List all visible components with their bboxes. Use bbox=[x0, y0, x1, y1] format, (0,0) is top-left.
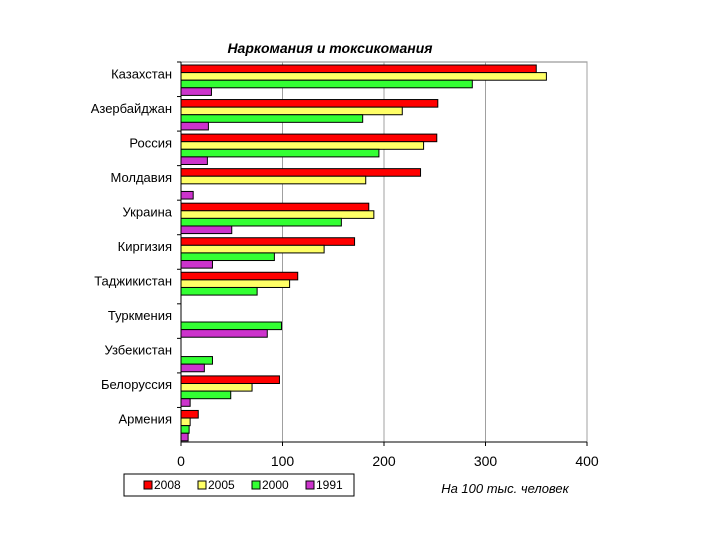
bar-2005-3 bbox=[180, 175, 367, 185]
x-tick-label-1: 100 bbox=[271, 453, 295, 469]
bar-1991-4 bbox=[180, 225, 233, 235]
bar-2008-2 bbox=[180, 133, 438, 143]
legend-box bbox=[123, 473, 355, 497]
bar-2008-6 bbox=[180, 271, 299, 281]
category-label-6: Таджикистан bbox=[94, 274, 172, 289]
chart-title: Наркомания и токсикомания bbox=[227, 40, 432, 56]
legend-swatch-2005 bbox=[197, 480, 207, 490]
bar-2000-0 bbox=[180, 79, 473, 89]
category-label-2: Россия bbox=[129, 135, 172, 150]
bar-2000-8 bbox=[180, 356, 213, 365]
bar-1991-5 bbox=[180, 260, 213, 269]
bar-2008-3 bbox=[180, 168, 422, 177]
bar-2008-4 bbox=[180, 202, 370, 212]
bar-2008-0 bbox=[180, 64, 537, 74]
category-label-8: Узбекистан bbox=[104, 343, 172, 358]
legend-label-2008: 2008 bbox=[154, 478, 181, 492]
category-label-9: Белоруссия bbox=[101, 377, 172, 392]
bar-2008-9 bbox=[180, 375, 280, 385]
category-label-4: Украина bbox=[123, 204, 173, 219]
bar-2005-6 bbox=[180, 279, 291, 288]
category-label-7: Туркмения bbox=[108, 308, 172, 323]
legend: 2008 2005 2000 1991 bbox=[123, 473, 355, 497]
x-tick-label-0: 0 bbox=[177, 453, 185, 469]
axes bbox=[177, 61, 588, 446]
bar-2000-2 bbox=[180, 148, 380, 158]
category-label-5: Киргизия bbox=[118, 239, 172, 254]
bar-2008-5 bbox=[180, 237, 356, 246]
legend-label-2005: 2005 bbox=[208, 478, 235, 492]
x-tick-label-2: 200 bbox=[372, 453, 396, 469]
bar-2000-6 bbox=[180, 286, 258, 296]
category-label-1: Азербайджан bbox=[91, 101, 172, 116]
legend-label-1991: 1991 bbox=[316, 478, 343, 492]
legend-label-2000: 2000 bbox=[262, 478, 289, 492]
legend-swatch-1991 bbox=[305, 480, 315, 490]
category-label-0: Казахстан bbox=[111, 66, 172, 81]
bars bbox=[180, 64, 547, 442]
bar-2005-1 bbox=[180, 106, 403, 116]
bar-1991-0 bbox=[180, 87, 212, 96]
bar-2005-2 bbox=[180, 141, 425, 150]
bar-2008-10 bbox=[180, 409, 199, 419]
bar-2000-5 bbox=[180, 252, 275, 262]
bar-2005-4 bbox=[180, 210, 375, 219]
bar-2000-9 bbox=[180, 390, 232, 400]
x-tick-label-4: 400 bbox=[575, 453, 599, 469]
bar-2005-10 bbox=[180, 417, 191, 427]
bar-2005-0 bbox=[180, 72, 547, 81]
bar-2008-1 bbox=[180, 99, 439, 108]
x-tick-labels: 0 100 200 300 400 bbox=[177, 453, 599, 469]
legend-swatch-2008 bbox=[143, 480, 153, 490]
bar-2000-4 bbox=[180, 217, 342, 227]
x-tick-label-3: 300 bbox=[474, 453, 498, 469]
legend-swatch-2000 bbox=[251, 480, 261, 490]
category-label-10: Армения bbox=[118, 412, 172, 427]
bar-2005-9 bbox=[180, 383, 253, 392]
bar-1991-1 bbox=[180, 121, 209, 131]
bar-1991-2 bbox=[180, 156, 208, 165]
bar-1991-3 bbox=[180, 190, 194, 200]
bar-2005-5 bbox=[180, 244, 325, 254]
category-labels: Казахстан Азербайджан Россия Молдавия Украин… bbox=[91, 66, 173, 426]
bar-2000-10 bbox=[180, 425, 190, 434]
bar-1991-7 bbox=[180, 329, 268, 338]
bar-2000-7 bbox=[180, 321, 282, 331]
bar-2000-1 bbox=[180, 114, 364, 123]
bar-1991-9 bbox=[180, 398, 191, 407]
bar-1991-10 bbox=[180, 432, 189, 442]
units-note: На 100 тыс. человек bbox=[441, 481, 569, 496]
category-label-3: Молдавия bbox=[110, 170, 172, 185]
bar-1991-8 bbox=[180, 363, 205, 373]
